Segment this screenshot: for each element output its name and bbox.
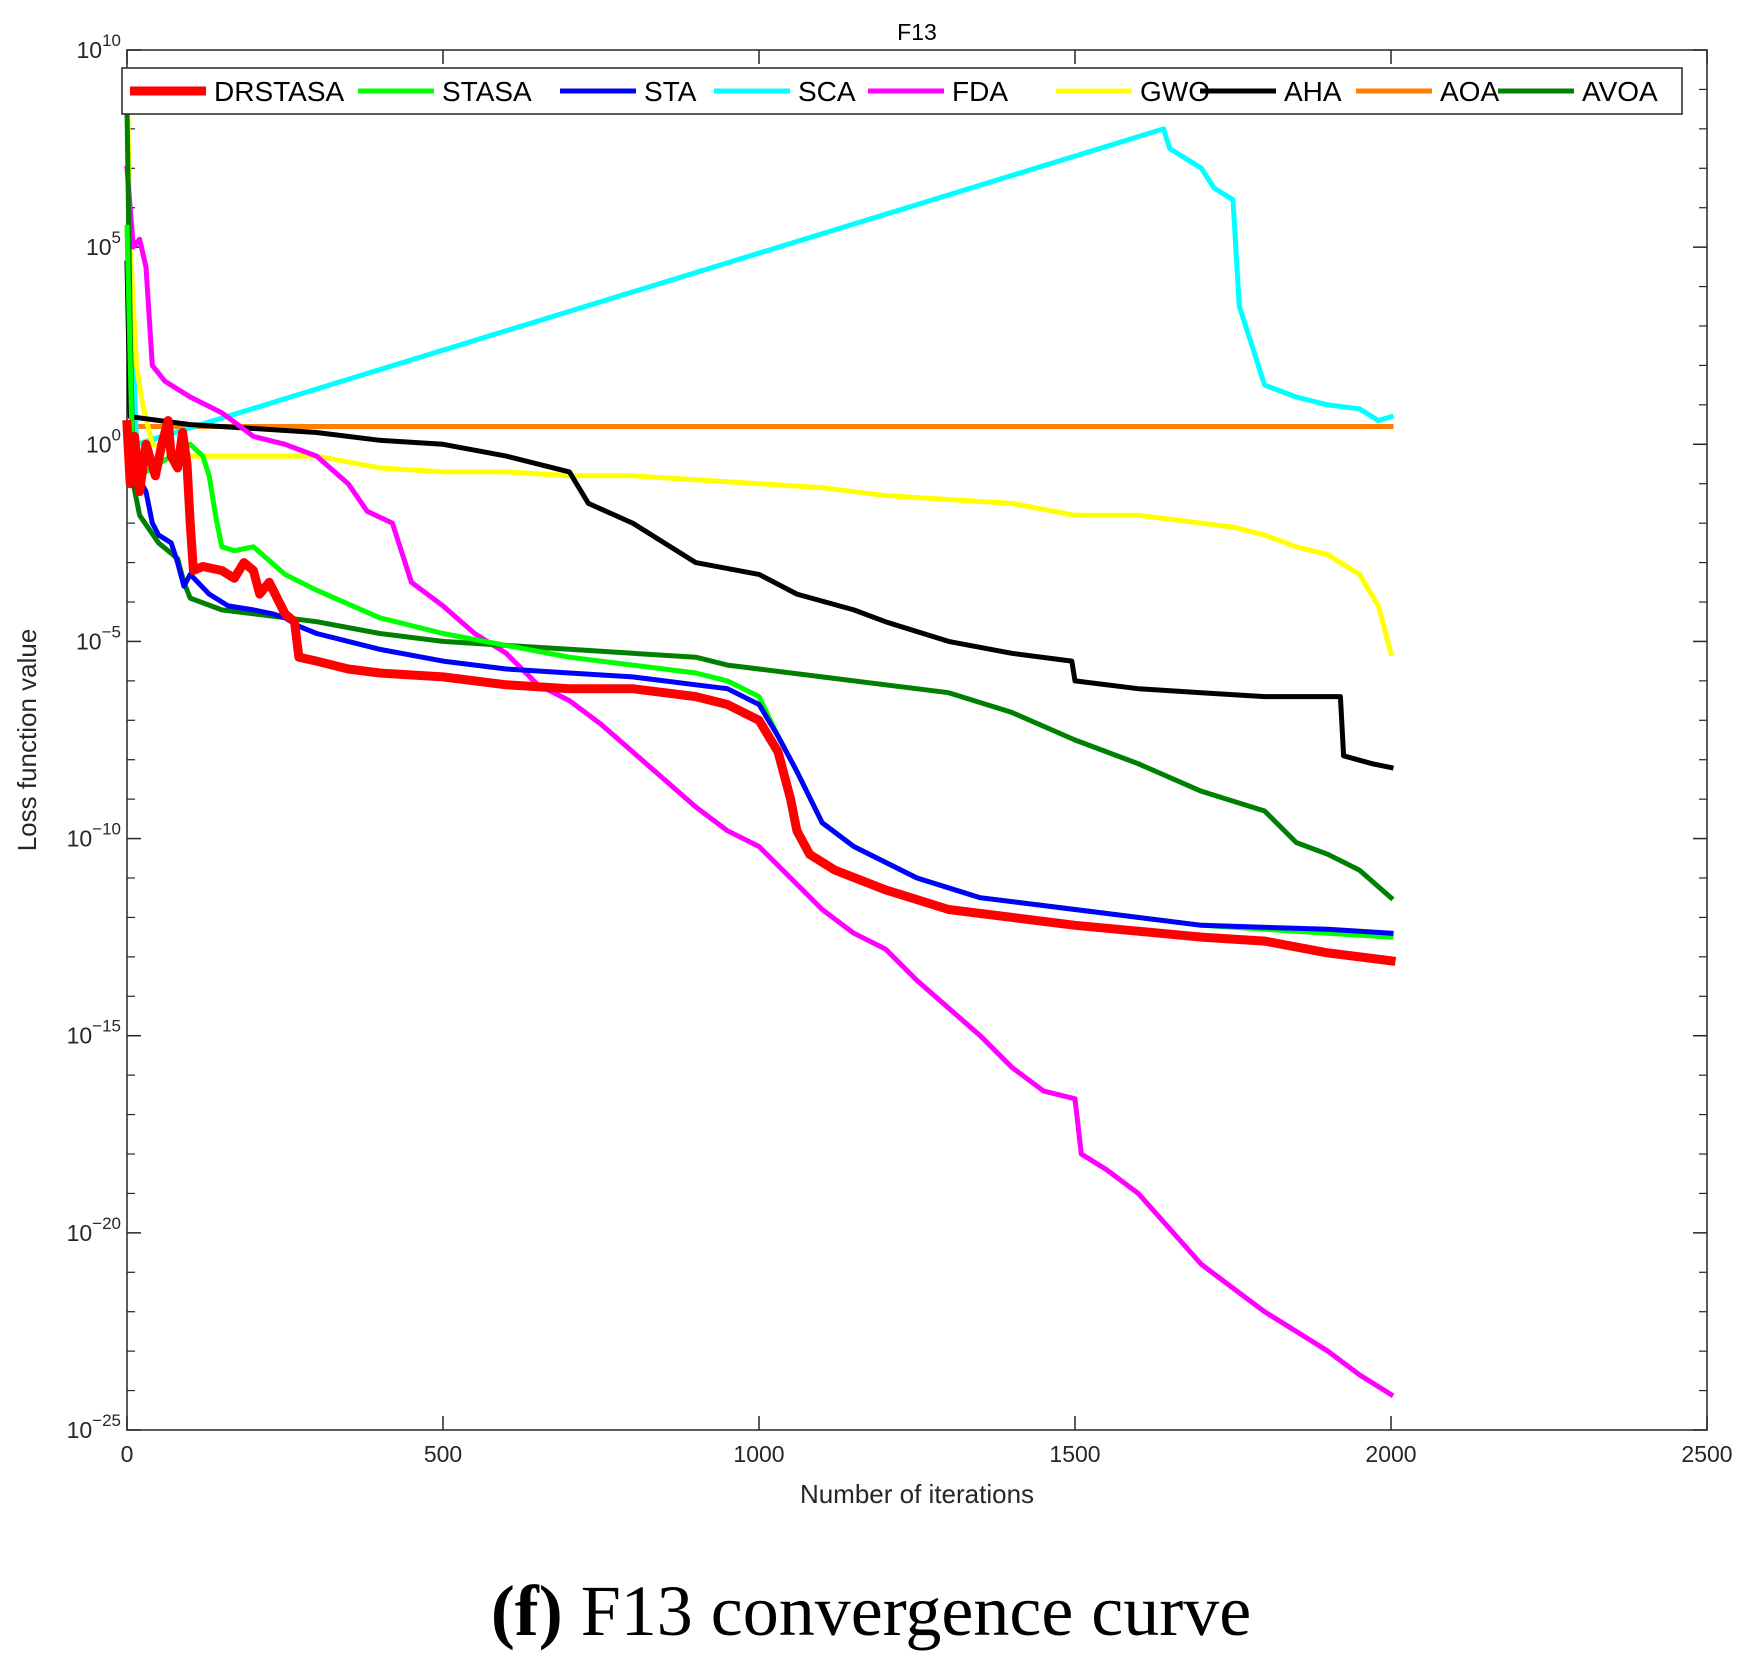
legend: DRSTASA STASA STA SCA FDA GWO AHA AOA AVOA: [121, 67, 1683, 115]
legend-label-avoa: AVOA: [1582, 76, 1658, 107]
series-line-aha: [124, 260, 1394, 771]
series-lines: [122, 67, 1397, 1398]
x-tick-label: 0: [121, 1441, 134, 1467]
series-line-fda: [124, 165, 1395, 1398]
legend-label-gwo: GWO: [1140, 76, 1210, 107]
legend-label-sca: SCA: [798, 76, 856, 107]
legend-label-drstasa: DRSTASA: [214, 76, 344, 107]
y-tick-label: 1010: [76, 31, 121, 63]
y-tick-label: 105: [86, 228, 121, 260]
caption-space: [563, 1571, 581, 1651]
x-tick-label: 500: [424, 1441, 462, 1467]
x-tick-label: 1500: [1049, 1441, 1100, 1467]
y-axis-title: Loss function value: [12, 629, 42, 852]
y-tick-label: 10−15: [67, 1017, 121, 1049]
caption-text: F13 convergence curve: [581, 1571, 1251, 1651]
legend-label-fda: FDA: [952, 76, 1008, 107]
caption-label: (f): [491, 1571, 563, 1651]
series-line-sta: [123, 441, 1394, 936]
legend-label-stasa: STASA: [442, 76, 532, 107]
x-tick-label: 1000: [733, 1441, 784, 1467]
plot-area: [126, 49, 1708, 1431]
x-axis-title: Number of iterations: [800, 1479, 1034, 1509]
legend-label-aha: AHA: [1284, 76, 1342, 107]
tick-labels: 0 500 1000 1500 2000 2500 10−25 10−20 10−15 10−10…: [67, 31, 1733, 1467]
y-tick-label: 10−5: [76, 622, 121, 654]
legend-label-sta: STA: [644, 76, 697, 107]
y-tick-label: 100: [86, 425, 121, 457]
y-tick-label: 10−25: [67, 1411, 121, 1443]
x-tick-label: 2500: [1681, 1441, 1732, 1467]
chart-title: F13: [897, 19, 937, 45]
series-line-sca: [124, 94, 1395, 447]
series-line-drstasa: [122, 416, 1397, 966]
figure-caption: (f) F13 convergence curve: [491, 1571, 1251, 1651]
x-tick-label: 2000: [1365, 1441, 1416, 1467]
y-tick-label: 10−10: [67, 820, 121, 852]
y-tick-label: 10−20: [67, 1214, 121, 1246]
legend-label-aoa: AOA: [1440, 76, 1499, 107]
